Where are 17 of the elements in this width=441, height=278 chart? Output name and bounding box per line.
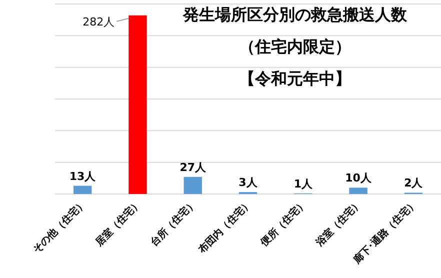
data-label: 13人 <box>69 170 97 183</box>
data-label: 1人 <box>294 177 314 190</box>
bar <box>349 188 368 194</box>
data-label: 2人 <box>404 176 424 190</box>
bar <box>73 186 92 194</box>
x-tick-label: 便所（住宅） <box>258 198 310 250</box>
annotation: 【令和元年中】 <box>239 69 351 88</box>
data-label: 3人 <box>238 176 258 190</box>
data-label: 282人 <box>82 15 115 28</box>
x-tick-label: その他（住宅） <box>30 198 89 256</box>
x-tick-label: 居室（住宅） <box>92 198 144 250</box>
data-label: 10人 <box>345 172 372 185</box>
bar <box>128 15 147 194</box>
data-label: 27人 <box>180 160 208 174</box>
bar <box>184 176 202 194</box>
chart-title: 発生場所区分別の救急搬送人数 <box>182 5 408 24</box>
text: （住宅内限定） <box>239 37 351 56</box>
